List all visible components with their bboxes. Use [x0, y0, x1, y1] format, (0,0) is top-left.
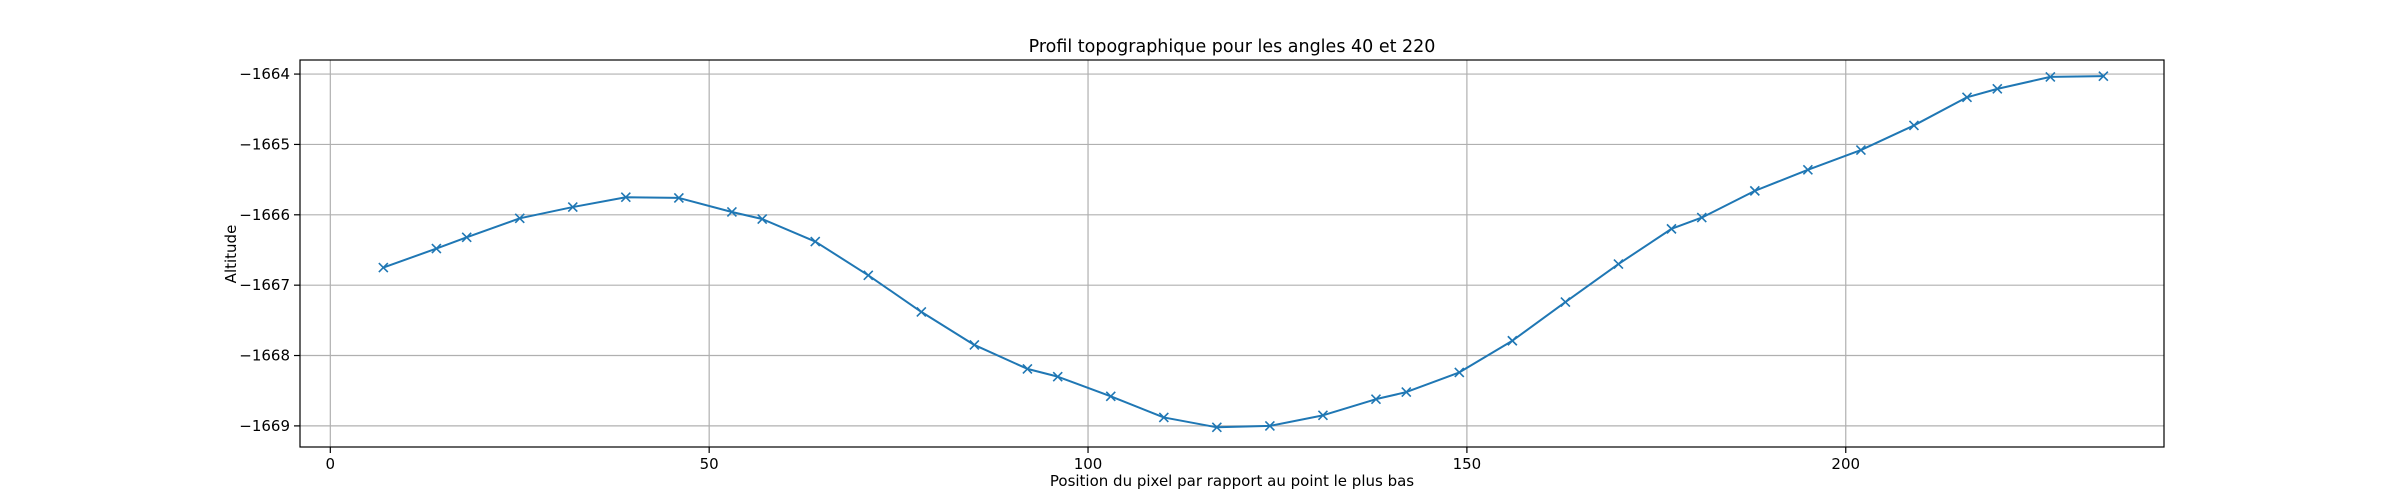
y-tick-label: −1665	[239, 135, 290, 153]
data-point-marker	[1454, 367, 1465, 378]
data-point-marker	[1961, 92, 1973, 103]
data-point-marker	[810, 236, 821, 247]
chart-title: Profil topographique pour les angles 40 …	[1029, 37, 1436, 57]
data-point-marker	[916, 306, 927, 317]
data-point-marker	[1749, 185, 1760, 196]
x-tick-label: 200	[1831, 455, 1860, 473]
data-point-marker	[620, 192, 631, 203]
data-point-marker	[1992, 83, 2003, 94]
data-point-marker	[1401, 387, 1412, 398]
data-point-marker	[2045, 71, 2056, 82]
data-point-marker	[673, 192, 684, 203]
x-tick-label: 150	[1453, 455, 1482, 473]
data-point-marker	[2098, 71, 2109, 82]
ticks: 0 50 100 150 200 −1664 −1665 −1666 −1667 −1668 −16…	[239, 65, 1860, 473]
data-point-marker	[1802, 164, 1813, 175]
y-axis-label: Altitude	[222, 225, 240, 284]
x-tick-label: 100	[1074, 455, 1103, 473]
y-tick-label: −1664	[239, 65, 290, 83]
data-point-marker	[461, 232, 472, 243]
series-line	[383, 75, 2104, 429]
data-point-marker	[1613, 258, 1624, 270]
series-layer	[378, 71, 2109, 433]
data-point-marker	[726, 206, 737, 218]
data-point-marker	[431, 243, 442, 254]
x-axis-label: Position du pixel par rapport au point l…	[1050, 472, 1414, 490]
y-tick-label: −1666	[239, 206, 290, 224]
axes	[299, 59, 2165, 448]
data-point-marker	[1370, 394, 1382, 405]
data-point-marker	[1560, 296, 1571, 308]
x-tick-label: 0	[326, 455, 336, 473]
y-tick-label: −1667	[239, 276, 290, 294]
grid	[300, 60, 2164, 447]
data-point-marker	[1158, 412, 1169, 423]
data-point-marker	[1908, 120, 1920, 131]
data-point-marker	[1696, 212, 1707, 223]
data-point-marker	[1264, 420, 1275, 431]
y-tick-label: −1669	[239, 417, 290, 435]
data-point-marker	[863, 270, 874, 281]
data-point-marker	[1317, 410, 1328, 421]
data-point-marker	[1507, 335, 1518, 346]
data-point-marker	[1105, 391, 1116, 402]
data-point-marker	[969, 339, 980, 351]
data-point-marker	[378, 262, 389, 273]
data-point-marker	[1855, 144, 1866, 156]
data-point-marker	[567, 201, 578, 213]
data-point-marker	[757, 213, 768, 225]
data-point-marker	[1211, 422, 1222, 433]
y-tick-label: −1668	[239, 347, 290, 365]
data-point-marker	[514, 213, 525, 224]
data-point-marker	[1052, 371, 1063, 382]
x-tick-label: 50	[700, 455, 719, 473]
data-point-marker	[1666, 223, 1677, 234]
data-point-marker	[1022, 363, 1033, 374]
plot-frame	[299, 59, 2165, 448]
